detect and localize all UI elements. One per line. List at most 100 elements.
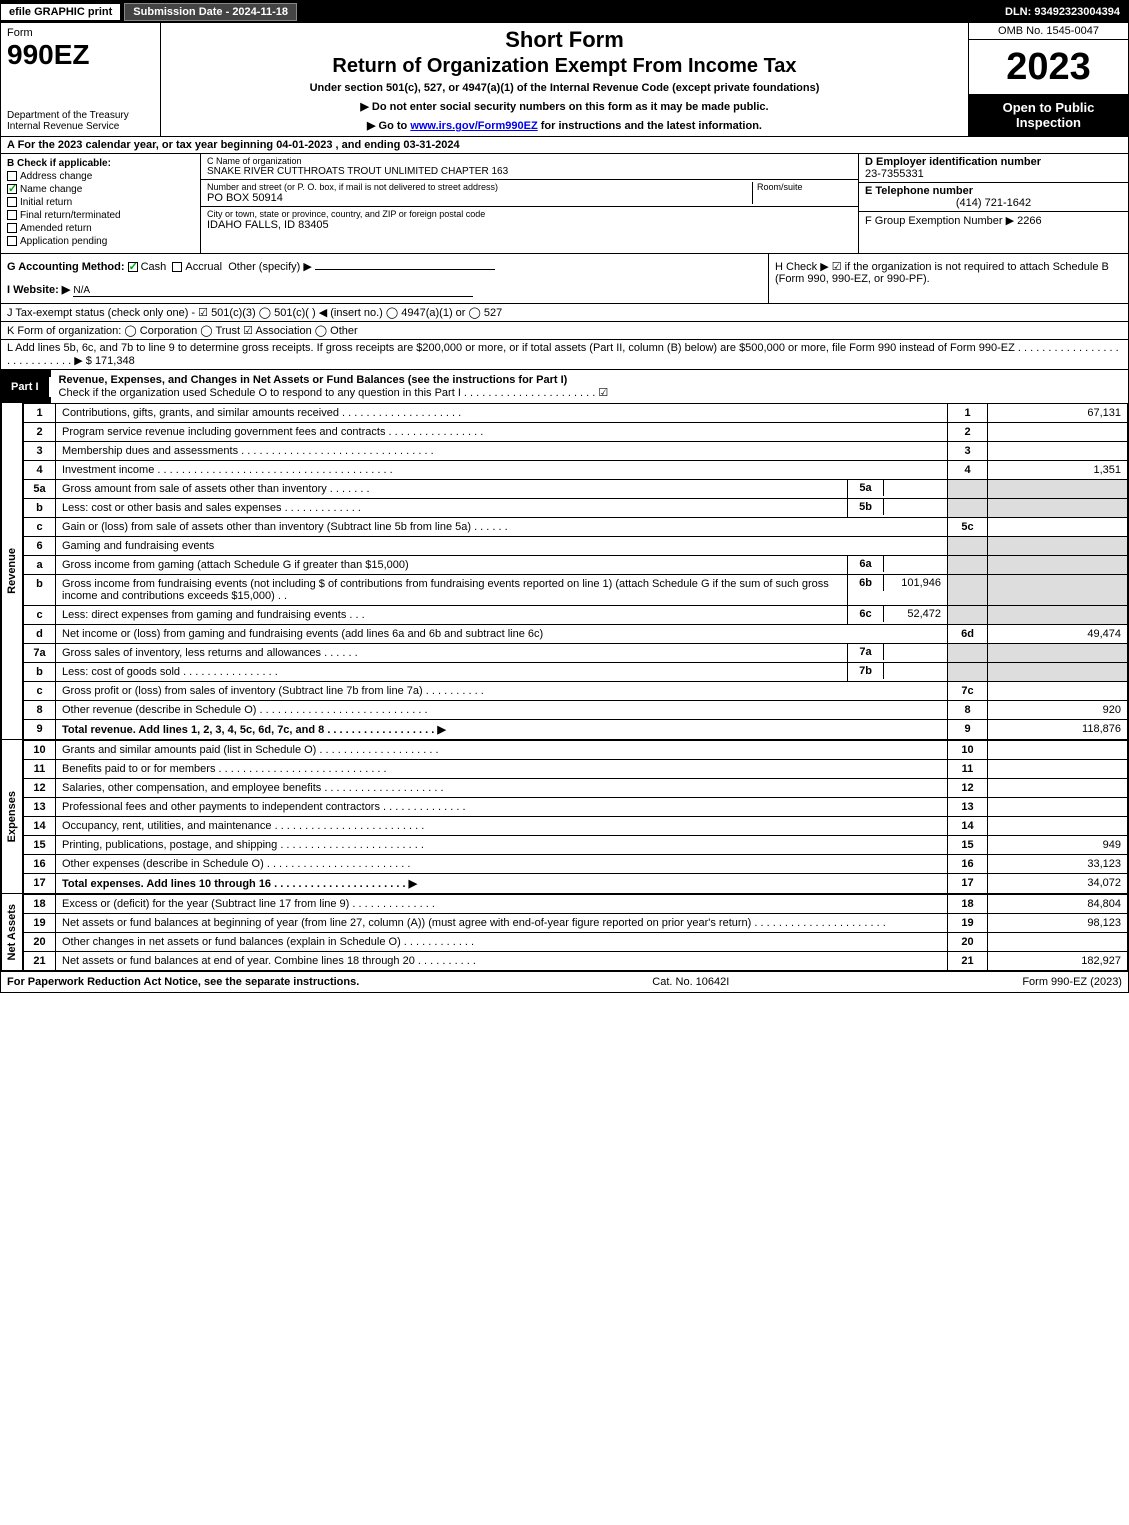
- lbl-amended-return: Amended return: [20, 223, 92, 234]
- table-row: 16Other expenses (describe in Schedule O…: [24, 855, 1128, 874]
- section-l-amount: 171,348: [95, 355, 135, 367]
- section-b: B Check if applicable: Address change Na…: [1, 154, 201, 253]
- chk-name-change[interactable]: [7, 184, 17, 194]
- table-row: 21Net assets or fund balances at end of …: [24, 952, 1128, 971]
- form-number: 990EZ: [7, 39, 154, 71]
- group-exemption: F Group Exemption Number ▶ 2266: [859, 212, 1128, 229]
- expenses-section: Expenses 10Grants and similar amounts pa…: [1, 740, 1128, 894]
- table-row: 8Other revenue (describe in Schedule O) …: [24, 701, 1128, 720]
- ein-value: 23-7355331: [865, 168, 1122, 180]
- chk-accrual[interactable]: [172, 262, 182, 272]
- table-row: cGain or (loss) from sale of assets othe…: [24, 518, 1128, 537]
- netassets-table: 18Excess or (deficit) for the year (Subt…: [23, 894, 1128, 971]
- part1-check-o: Check if the organization used Schedule …: [59, 387, 609, 399]
- table-row: 14Occupancy, rent, utilities, and mainte…: [24, 817, 1128, 836]
- accounting-label: G Accounting Method:: [7, 261, 125, 273]
- section-l-text: L Add lines 5b, 6c, and 7b to line 9 to …: [7, 342, 1119, 367]
- ein-label: D Employer identification number: [865, 156, 1122, 168]
- section-i: I Website: ▶ N/A: [7, 283, 762, 297]
- lbl-name-change: Name change: [20, 184, 82, 195]
- table-row: cGross profit or (loss) from sales of in…: [24, 682, 1128, 701]
- footer-mid: Cat. No. 10642I: [652, 976, 729, 988]
- table-row: 17Total expenses. Add lines 10 through 1…: [24, 874, 1128, 894]
- org-name-label: C Name of organization: [207, 156, 852, 166]
- table-row: 11Benefits paid to or for members . . . …: [24, 760, 1128, 779]
- revenue-section: Revenue 1Contributions, gifts, grants, a…: [1, 403, 1128, 740]
- lbl-address-change: Address change: [20, 171, 92, 182]
- chk-initial-return[interactable]: [7, 197, 17, 207]
- top-bar: efile GRAPHIC print Submission Date - 20…: [1, 1, 1128, 23]
- tax-year: 2023: [969, 40, 1128, 94]
- table-row: 7aGross sales of inventory, less returns…: [24, 644, 1128, 663]
- lbl-accrual: Accrual: [185, 261, 222, 273]
- lbl-application-pending: Application pending: [20, 236, 107, 247]
- website-label: I Website: ▶: [7, 284, 70, 296]
- table-row: 2Program service revenue including gover…: [24, 423, 1128, 442]
- phone-value: (414) 721-1642: [865, 197, 1122, 209]
- return-title: Return of Organization Exempt From Incom…: [169, 55, 960, 78]
- expenses-table: 10Grants and similar amounts paid (list …: [23, 740, 1128, 894]
- city-value: IDAHO FALLS, ID 83405: [207, 219, 852, 231]
- netassets-vlabel: Net Assets: [6, 904, 18, 960]
- lbl-cash: Cash: [141, 261, 167, 273]
- efile-button[interactable]: efile GRAPHIC print: [1, 4, 120, 20]
- irs-link[interactable]: www.irs.gov/Form990EZ: [410, 120, 537, 132]
- table-row: 12Salaries, other compensation, and empl…: [24, 779, 1128, 798]
- table-row: 5aGross amount from sale of assets other…: [24, 480, 1128, 499]
- table-row: 6Gaming and fundraising events: [24, 537, 1128, 556]
- ssn-note: ▶ Do not enter social security numbers o…: [169, 100, 960, 113]
- goto-pre: ▶ Go to: [367, 120, 410, 132]
- section-g: G Accounting Method: Cash Accrual Other …: [7, 260, 762, 273]
- revenue-vlabel: Revenue: [6, 548, 18, 594]
- phone-label: E Telephone number: [865, 185, 1122, 197]
- section-bcdef: B Check if applicable: Address change Na…: [1, 154, 1128, 254]
- section-a: A For the 2023 calendar year, or tax yea…: [1, 137, 1128, 154]
- table-row: bLess: cost of goods sold . . . . . . . …: [24, 663, 1128, 682]
- website-value: N/A: [73, 285, 473, 297]
- part1-label: Part I: [1, 377, 51, 397]
- section-c: C Name of organization SNAKE RIVER CUTTH…: [201, 154, 858, 253]
- other-method-input[interactable]: [315, 269, 495, 270]
- table-row: 15Printing, publications, postage, and s…: [24, 836, 1128, 855]
- table-row: 18Excess or (deficit) for the year (Subt…: [24, 895, 1128, 914]
- table-row: dNet income or (loss) from gaming and fu…: [24, 625, 1128, 644]
- lbl-initial-return: Initial return: [20, 197, 72, 208]
- table-row: 9Total revenue. Add lines 1, 2, 3, 4, 5c…: [24, 720, 1128, 740]
- lbl-other-method: Other (specify) ▶: [228, 261, 312, 273]
- street-value: PO BOX 50914: [207, 192, 752, 204]
- table-row: 1Contributions, gifts, grants, and simil…: [24, 404, 1128, 423]
- section-l: L Add lines 5b, 6c, and 7b to line 9 to …: [1, 340, 1128, 370]
- chk-address-change[interactable]: [7, 171, 17, 181]
- form-label: Form: [7, 27, 154, 39]
- omb-number: OMB No. 1545-0047: [969, 23, 1128, 40]
- submission-date-button[interactable]: Submission Date - 2024-11-18: [124, 3, 297, 21]
- form-container: efile GRAPHIC print Submission Date - 20…: [0, 0, 1129, 993]
- part1-title: Revenue, Expenses, and Changes in Net As…: [59, 374, 568, 386]
- part1-header: Part I Revenue, Expenses, and Changes in…: [1, 370, 1128, 403]
- table-row: bLess: cost or other basis and sales exp…: [24, 499, 1128, 518]
- dept-label: Department of the Treasury Internal Reve…: [7, 110, 154, 132]
- chk-final-return[interactable]: [7, 210, 17, 220]
- table-row: aGross income from gaming (attach Schedu…: [24, 556, 1128, 575]
- short-form-title: Short Form: [169, 27, 960, 53]
- table-row: 19Net assets or fund balances at beginni…: [24, 914, 1128, 933]
- org-name: SNAKE RIVER CUTTHROATS TROUT UNLIMITED C…: [207, 166, 852, 177]
- street-label: Number and street (or P. O. box, if mail…: [207, 182, 752, 192]
- section-gh: G Accounting Method: Cash Accrual Other …: [1, 254, 1128, 304]
- table-row: 4Investment income . . . . . . . . . . .…: [24, 461, 1128, 480]
- city-label: City or town, state or province, country…: [207, 209, 852, 219]
- chk-cash[interactable]: [128, 262, 138, 272]
- netassets-section: Net Assets 18Excess or (deficit) for the…: [1, 894, 1128, 971]
- table-row: 3Membership dues and assessments . . . .…: [24, 442, 1128, 461]
- table-row: 13Professional fees and other payments t…: [24, 798, 1128, 817]
- open-public-badge: Open to Public Inspection: [969, 94, 1128, 136]
- table-row: bGross income from fundraising events (n…: [24, 575, 1128, 606]
- goto-post: for instructions and the latest informat…: [538, 120, 762, 132]
- revenue-table: 1Contributions, gifts, grants, and simil…: [23, 403, 1128, 740]
- table-row: cLess: direct expenses from gaming and f…: [24, 606, 1128, 625]
- expenses-vlabel: Expenses: [6, 791, 18, 842]
- chk-application-pending[interactable]: [7, 236, 17, 246]
- chk-amended-return[interactable]: [7, 223, 17, 233]
- subtitle: Under section 501(c), 527, or 4947(a)(1)…: [169, 82, 960, 94]
- section-h: H Check ▶ ☑ if the organization is not r…: [768, 254, 1128, 303]
